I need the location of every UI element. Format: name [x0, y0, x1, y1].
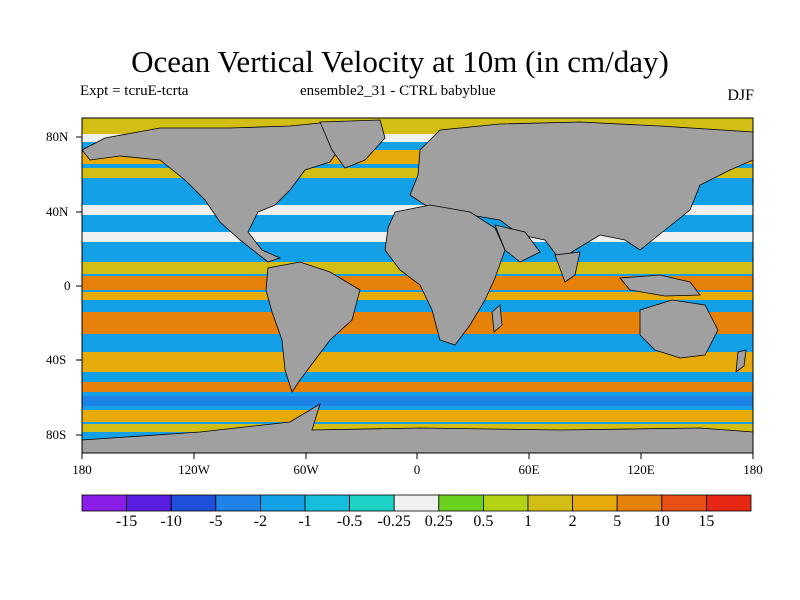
- ensemble-label: ensemble2_31 - CTRL babyblue: [300, 83, 496, 99]
- southern-ocean-downwelling: [82, 396, 753, 406]
- colorbar-swatch: [393, 494, 440, 512]
- colorbar: [81, 494, 752, 512]
- colorbar-label: -5: [209, 513, 223, 530]
- lon-label-60e: 60E: [518, 462, 540, 477]
- colorbar-label: 0.5: [473, 513, 494, 530]
- south-equatorial-band: [82, 292, 753, 300]
- south-subtropic-band: [82, 352, 753, 372]
- south-tropic-band: [82, 312, 753, 334]
- south-america: [265, 261, 361, 393]
- colorbar-label: -2: [253, 513, 268, 530]
- greenland: [319, 119, 386, 169]
- colorbar-label: 2: [568, 513, 577, 530]
- ocean-field: [82, 118, 753, 453]
- colorbar-swatch: [304, 494, 350, 512]
- colorbar-label: -0.5: [336, 513, 363, 530]
- colorbar-swatch: [349, 494, 395, 512]
- axis-ticks: [76, 136, 754, 459]
- lon-label-180e: 180: [743, 462, 763, 477]
- new-zealand: [735, 349, 747, 373]
- colorbar-swatch: [215, 494, 261, 512]
- colorbar-swatch: [661, 494, 707, 512]
- australia: [639, 299, 719, 359]
- colorbar-swatch: [438, 494, 484, 512]
- colorbar-swatch: [482, 494, 529, 512]
- experiment-label: Expt = tcruE-tcrta: [80, 83, 189, 99]
- antarctica: [82, 403, 753, 453]
- antarctic-circumpolar-band: [82, 410, 753, 422]
- colorbar-swatch: [259, 494, 306, 512]
- arabia: [494, 224, 541, 263]
- lon-label-60w: 60W: [293, 462, 319, 477]
- lat-label-80s: 80S: [46, 427, 67, 442]
- season-label: DJF: [727, 87, 754, 104]
- lon-label-120e: 120E: [627, 462, 655, 477]
- lat-label-40n: 40N: [46, 204, 69, 219]
- lat-label-0: 0: [64, 278, 71, 293]
- north-america: [82, 121, 346, 263]
- colorbar-label: 1: [524, 513, 532, 530]
- lon-label-180w: 180: [72, 462, 92, 477]
- colorbar-label: 5: [613, 513, 622, 530]
- north-midlat-band: [82, 168, 753, 178]
- colorbar-label: 10: [653, 513, 670, 530]
- colorbar-label: -1: [298, 513, 312, 530]
- colorbar-label: 0.25: [424, 513, 453, 530]
- land-masses: [82, 119, 753, 453]
- colorbar-swatch: [527, 494, 573, 512]
- lat-label-40s: 40S: [46, 352, 67, 367]
- colorbar-label: -0.25: [377, 513, 411, 530]
- colorbar-label: -15: [115, 513, 138, 530]
- lon-label-120w: 120W: [178, 462, 210, 477]
- colorbar-label: -10: [160, 513, 182, 530]
- southern-ocean-band: [82, 382, 753, 392]
- colorbar-swatch: [572, 494, 618, 512]
- lat-label-80n: 80N: [46, 129, 69, 144]
- colorbar-swatch: [170, 494, 217, 512]
- africa: [384, 204, 506, 346]
- colorbar-swatch: [81, 494, 127, 512]
- maritime-continent: [619, 274, 701, 297]
- colorbar-swatch: [616, 494, 663, 512]
- colorbar-label: 15: [698, 513, 715, 530]
- colorbar-swatch: [706, 494, 752, 512]
- madagascar: [491, 304, 503, 333]
- arctic-neutral-band: [82, 134, 753, 142]
- india: [554, 251, 581, 283]
- lon-label-0: 0: [413, 462, 421, 477]
- colorbar-swatch: [126, 494, 172, 512]
- map-title: Ocean Vertical Velocity at 10m (in cm/da…: [131, 44, 669, 79]
